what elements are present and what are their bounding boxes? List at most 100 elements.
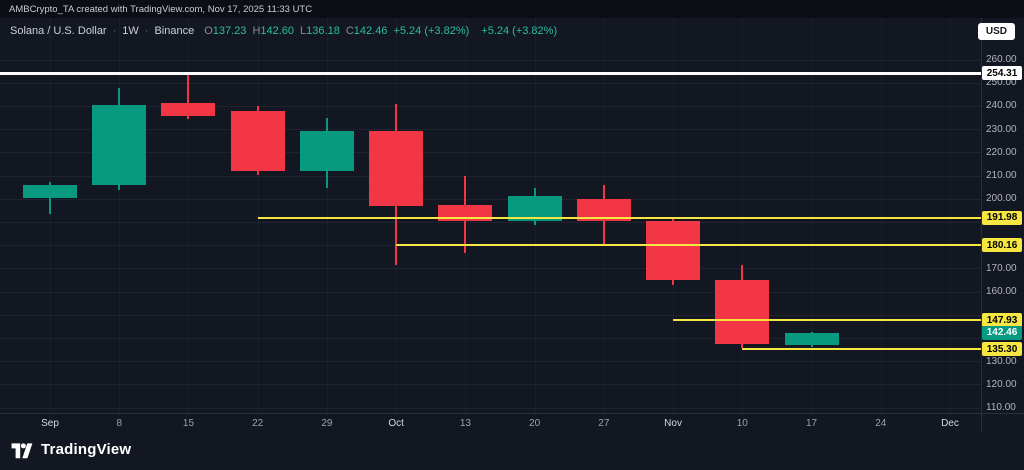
chart-legend[interactable]: Solana / U.S. Dollar · 1W · Binance O137… <box>10 25 557 37</box>
horizontal-gridline <box>0 221 981 223</box>
currency-toggle-button[interactable]: USD <box>977 23 1015 40</box>
price-tick-label: 120.00 <box>986 378 1017 390</box>
time-tick-label: 17 <box>805 418 818 429</box>
horizontal-gridline <box>0 129 981 131</box>
resistance-line <box>0 71 981 75</box>
horizontal-gridline <box>0 82 981 84</box>
high-value: H142.60 <box>252 25 294 37</box>
candle-body <box>23 185 77 199</box>
low-value: L136.18 <box>300 25 340 37</box>
horizontal-gridline <box>0 384 981 386</box>
tradingview-logo-icon <box>11 443 33 459</box>
time-axis-separator <box>0 413 1024 414</box>
horizontal-gridline <box>0 152 981 154</box>
open-number: 137.23 <box>212 25 247 37</box>
last-price-label: 142.46 <box>982 325 1022 340</box>
price-tick-label: 240.00 <box>986 100 1017 112</box>
horizontal-gridline <box>0 59 981 61</box>
ohlc-values: O137.23 H142.60 L136.18 C142.46 +5.24 (+… <box>204 25 557 37</box>
time-tick-label: 22 <box>252 418 264 429</box>
time-tick-label: Nov <box>664 418 682 429</box>
candle-wick <box>187 72 190 120</box>
level-price-label: 135.30 <box>982 342 1022 357</box>
vertical-gridline <box>327 18 328 413</box>
time-tick-label: 29 <box>321 418 333 429</box>
vertical-gridline <box>50 18 51 413</box>
candle-body <box>576 199 631 222</box>
candle-body <box>299 130 354 172</box>
level-price-label: 180.16 <box>982 238 1022 253</box>
support-line <box>673 319 981 321</box>
vertical-gridline <box>673 18 674 413</box>
price-tick-label: 250.00 <box>986 77 1017 89</box>
vertical-gridline <box>188 18 189 413</box>
close-number: 142.46 <box>353 25 388 37</box>
time-tick-label: 13 <box>459 418 471 429</box>
horizontal-gridline <box>0 291 981 293</box>
close-key: C <box>345 25 354 37</box>
candle-body <box>646 221 701 281</box>
price-tick-label: 230.00 <box>986 123 1017 135</box>
time-tick-label: 27 <box>598 418 610 429</box>
price-tick-label: 220.00 <box>986 146 1017 158</box>
candle-body <box>715 280 770 345</box>
price-change: +5.24 (+3.82%) <box>393 25 470 37</box>
support-line <box>258 216 981 219</box>
price-tick-label: 170.00 <box>986 262 1017 274</box>
candle-body <box>369 130 424 207</box>
time-tick-label: 20 <box>529 418 541 429</box>
vertical-gridline <box>812 18 813 413</box>
tradingview-logo[interactable]: TradingView <box>11 440 131 459</box>
candle-body <box>92 105 147 186</box>
time-tick-label: 8 <box>116 418 122 429</box>
horizontal-gridline <box>0 337 981 339</box>
interval-label[interactable]: 1W <box>122 25 139 37</box>
support-line <box>742 348 981 351</box>
exchange-label: Binance <box>154 25 195 37</box>
candle-body <box>161 102 216 116</box>
price-tick-label: 160.00 <box>986 286 1017 297</box>
close-value: C142.46 <box>346 25 388 37</box>
low-number: 136.18 <box>306 25 340 37</box>
level-price-label: 147.93 <box>982 313 1022 327</box>
attribution-text: AMBCrypto_TA created with TradingView.co… <box>9 3 313 15</box>
vertical-gridline <box>119 18 120 413</box>
level-price-label: 254.31 <box>982 66 1022 81</box>
price-change-secondary: +5.24 (+3.82%) <box>481 25 558 37</box>
vertical-gridline <box>742 18 743 413</box>
low-key: L <box>300 25 307 37</box>
price-tick-label: 210.00 <box>986 170 1017 181</box>
price-tick-label: 260.00 <box>986 54 1017 65</box>
attribution-bar: AMBCrypto_TA created with TradingView.co… <box>0 0 1024 18</box>
price-tick-label: 130.00 <box>986 355 1017 367</box>
time-tick-label: Oct <box>388 418 404 429</box>
horizontal-gridline <box>0 361 981 363</box>
open-value: O137.23 <box>204 25 246 37</box>
candle-wick <box>49 181 51 215</box>
time-tick-label: Sep <box>41 418 59 429</box>
time-tick-label: 15 <box>182 418 195 429</box>
separator: · <box>144 25 149 37</box>
high-key: H <box>252 25 261 37</box>
vertical-gridline <box>258 18 259 413</box>
vertical-gridline <box>881 18 882 413</box>
price-axis-separator <box>981 18 982 432</box>
open-key: O <box>204 25 213 37</box>
time-tick-label: 24 <box>875 418 887 429</box>
price-tick-label: 110.00 <box>986 402 1016 413</box>
horizontal-gridline <box>0 407 981 409</box>
symbol-title[interactable]: Solana / U.S. Dollar <box>10 25 107 37</box>
vertical-gridline <box>950 18 951 413</box>
horizontal-gridline <box>0 268 981 270</box>
separator: · <box>112 25 117 37</box>
support-line <box>396 244 981 247</box>
level-price-label: 191.98 <box>982 210 1022 225</box>
candle-body <box>230 111 285 172</box>
tradingview-logo-text: TradingView <box>41 441 132 458</box>
time-tick-label: Dec <box>941 418 959 429</box>
